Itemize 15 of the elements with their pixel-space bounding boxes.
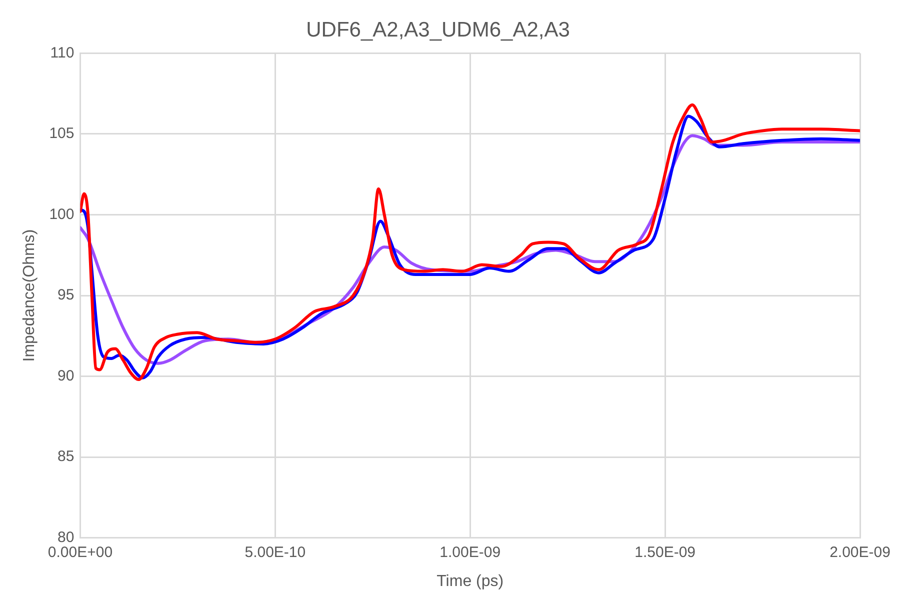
y-tick-label: 80 [58, 528, 74, 546]
x-tick-label: 1.50E-09 [634, 544, 696, 561]
y-tick-label: 95 [58, 286, 74, 304]
y-tick-label: 110 [50, 44, 74, 62]
x-axis-title: Time (ps) [436, 572, 504, 590]
x-tick-label: 5.00E-10 [244, 544, 306, 561]
y-tick-label: 100 [49, 206, 74, 223]
y-axis-title: Impedance(Ohms) [21, 229, 38, 362]
y-tick-label: 85 [58, 448, 74, 466]
x-tick-label: 0.00E+00 [48, 544, 113, 561]
y-tick-label: 90 [58, 367, 74, 384]
chart-title: UDF6_A2,A3_UDM6_A2,A3 [306, 18, 570, 42]
x-tick-label: 2.00E-09 [830, 544, 890, 561]
y-tick-label: 105 [49, 125, 74, 142]
x-tick-label: 1.00E-09 [440, 544, 501, 561]
